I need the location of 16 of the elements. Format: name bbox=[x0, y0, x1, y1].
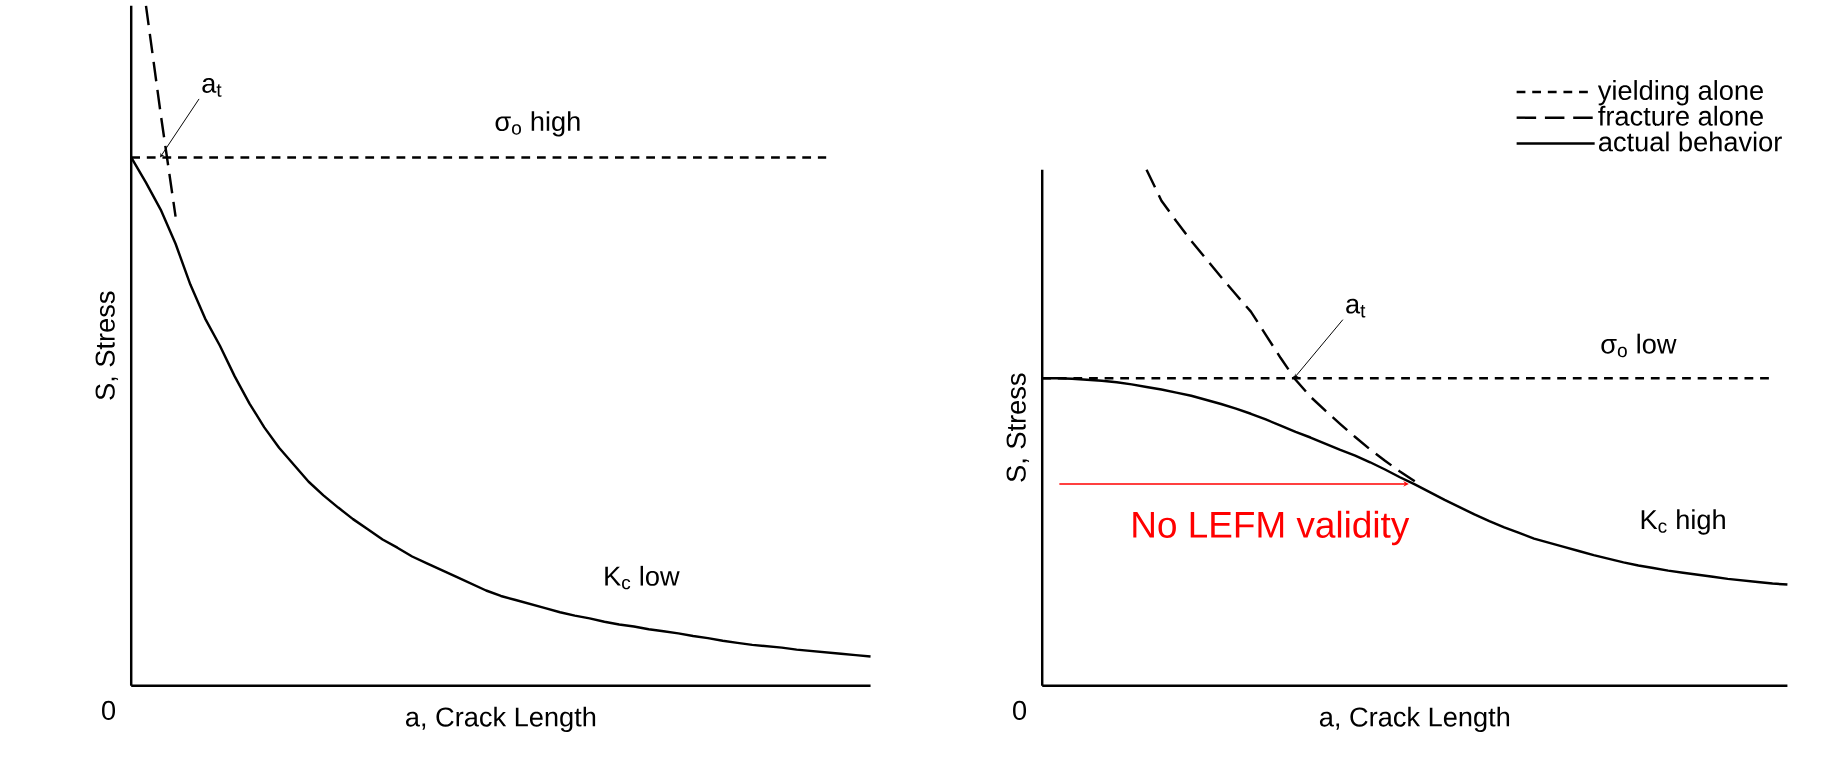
x-axis-title: a, Crack Length bbox=[1319, 706, 1510, 733]
legend-label: yielding alone bbox=[1597, 80, 1763, 106]
annotation: No LEFM validity bbox=[1133, 510, 1410, 546]
x-axis-title: a, Crack Length bbox=[405, 706, 596, 733]
annotation: K$_{c}$ high bbox=[1641, 509, 1725, 535]
legend-label: actual behavior bbox=[1598, 131, 1782, 152]
text: 0 bbox=[102, 700, 116, 721]
legend-label: fracture alone bbox=[1598, 105, 1763, 126]
y-axis-title: S, Stress bbox=[95, 291, 119, 400]
annotation: a$_{t}$ bbox=[1346, 298, 1366, 318]
annotation: a$_{t}$ bbox=[202, 78, 222, 97]
annotation: σ$_{o}$ high bbox=[495, 111, 580, 137]
annotation: σ$_{o}$ low bbox=[1601, 333, 1677, 358]
y-axis-title: S, Stress bbox=[1006, 373, 1030, 482]
annotation: K$_{c}$ low bbox=[605, 565, 680, 590]
text: 0 bbox=[1013, 700, 1027, 721]
